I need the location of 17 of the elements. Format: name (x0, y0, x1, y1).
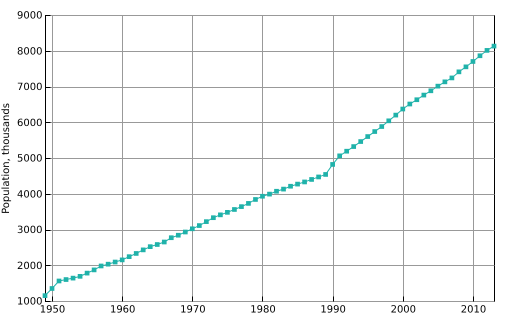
y-tick-label: 5000 (17, 154, 42, 164)
y-tick-label: 1000 (17, 296, 42, 308)
y-tick-label: 2000 (17, 260, 42, 272)
x-tick-label: 1980 (250, 304, 276, 316)
x-tick-label: 1990 (320, 304, 346, 316)
y-tick-label: 9000 (17, 10, 42, 22)
y-tick-label: 4000 (17, 189, 42, 200)
y-tick-label: 3000 (17, 225, 42, 236)
x-tick-label: 1960 (110, 304, 136, 316)
x-tick-label: 1950 (40, 304, 66, 316)
y-axis-title: Population, thousands (1, 103, 12, 214)
y-tick-label: 7000 (17, 82, 42, 93)
y-tick-label: 6000 (17, 118, 42, 129)
x-tick-label: 2010 (460, 304, 486, 316)
y-tick-label: 8000 (17, 46, 42, 58)
x-tick-label: 1970 (180, 304, 206, 316)
x-tick-label: 2000 (390, 304, 416, 316)
